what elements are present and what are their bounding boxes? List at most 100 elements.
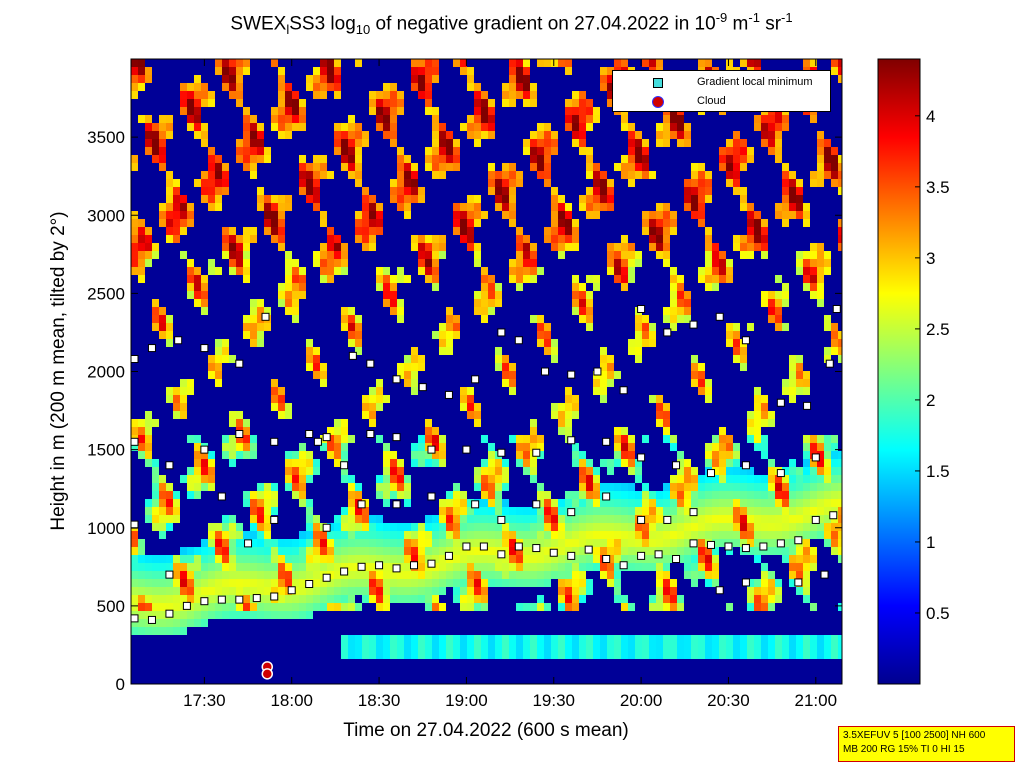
heat-cell bbox=[348, 195, 356, 204]
heat-cell bbox=[362, 531, 370, 540]
heat-cell bbox=[159, 99, 167, 108]
heat-cell bbox=[306, 603, 314, 612]
heat-cell bbox=[236, 147, 244, 156]
heat-cell bbox=[292, 299, 300, 308]
heat-cell bbox=[299, 267, 307, 276]
heat-cell bbox=[180, 571, 188, 580]
heat-cell bbox=[229, 59, 237, 68]
heat-cell bbox=[467, 651, 475, 660]
heat-cell bbox=[264, 475, 272, 484]
heat-cell bbox=[418, 659, 426, 668]
heat-cell bbox=[215, 131, 223, 140]
heat-cell bbox=[159, 611, 167, 620]
heat-cell bbox=[257, 547, 265, 556]
heat-cell bbox=[502, 195, 510, 204]
heat-cell bbox=[285, 643, 293, 652]
heat-cell bbox=[418, 547, 426, 556]
heat-cell bbox=[453, 275, 461, 284]
heat-cell bbox=[327, 131, 335, 140]
heat-cell bbox=[292, 379, 300, 388]
heat-cell bbox=[551, 355, 559, 364]
heat-cell bbox=[159, 515, 167, 524]
heat-cell bbox=[173, 659, 181, 668]
heat-cell bbox=[572, 107, 580, 116]
heat-cell bbox=[439, 451, 447, 460]
heat-cell bbox=[544, 235, 552, 244]
heat-cell bbox=[558, 451, 566, 460]
heat-cell bbox=[194, 283, 202, 292]
heat-cell bbox=[523, 475, 531, 484]
heat-cell bbox=[544, 603, 552, 612]
heat-cell bbox=[439, 467, 447, 476]
heat-cell bbox=[565, 171, 573, 180]
heat-cell bbox=[348, 163, 356, 172]
heat-cell bbox=[460, 515, 468, 524]
heat-cell bbox=[257, 499, 265, 508]
heat-cell bbox=[488, 251, 496, 260]
heat-cell bbox=[530, 259, 538, 268]
heat-cell bbox=[418, 67, 426, 76]
heat-cell bbox=[320, 411, 328, 420]
heat-cell bbox=[425, 107, 433, 116]
heat-cell bbox=[313, 651, 321, 660]
heat-cell bbox=[523, 403, 531, 412]
heat-cell bbox=[243, 291, 251, 300]
heat-cell bbox=[348, 419, 356, 428]
heat-cell bbox=[551, 59, 559, 68]
heat-cell bbox=[397, 451, 405, 460]
heat-cell bbox=[369, 227, 377, 236]
heat-cell bbox=[243, 491, 251, 500]
heat-cell bbox=[509, 363, 517, 372]
heat-cell bbox=[418, 83, 426, 92]
heat-cell bbox=[264, 507, 272, 516]
heat-cell bbox=[558, 147, 566, 156]
heat-cell bbox=[551, 667, 559, 676]
heat-cell bbox=[404, 547, 412, 556]
heat-cell bbox=[516, 675, 524, 684]
heat-cell bbox=[418, 235, 426, 244]
heat-cell bbox=[439, 283, 447, 292]
heat-cell bbox=[180, 147, 188, 156]
heat-cell bbox=[292, 531, 300, 540]
heat-cell bbox=[215, 443, 223, 452]
heat-cell bbox=[530, 275, 538, 284]
heat-cell bbox=[467, 371, 475, 380]
heat-cell bbox=[467, 219, 475, 228]
heat-cell bbox=[334, 331, 342, 340]
heat-cell bbox=[341, 251, 349, 260]
heat-cell bbox=[481, 115, 489, 124]
heat-cell bbox=[334, 307, 342, 316]
heat-cell bbox=[341, 123, 349, 132]
heat-cell bbox=[159, 523, 167, 532]
heat-cell bbox=[173, 331, 181, 340]
heat-cell bbox=[264, 283, 272, 292]
heat-cell bbox=[334, 411, 342, 420]
heat-cell bbox=[208, 91, 216, 100]
heat-cell bbox=[229, 587, 237, 596]
heat-cell bbox=[194, 403, 202, 412]
heat-cell bbox=[495, 619, 503, 628]
heat-cell bbox=[313, 531, 321, 540]
heat-cell bbox=[208, 75, 216, 84]
heat-cell bbox=[201, 211, 209, 220]
heat-cell bbox=[215, 419, 223, 428]
heat-cell bbox=[285, 75, 293, 84]
heat-cell bbox=[551, 435, 559, 444]
heat-cell bbox=[474, 123, 482, 132]
heat-cell bbox=[348, 443, 356, 452]
heat-cell bbox=[341, 139, 349, 148]
heat-cell bbox=[397, 163, 405, 172]
heat-cell bbox=[565, 67, 573, 76]
heat-cell bbox=[159, 107, 167, 116]
heat-cell bbox=[362, 99, 370, 108]
heat-cell bbox=[474, 595, 482, 604]
heat-cell bbox=[551, 539, 559, 548]
heat-cell bbox=[425, 83, 433, 92]
heat-cell bbox=[152, 579, 160, 588]
heat-cell bbox=[404, 531, 412, 540]
heat-cell bbox=[306, 307, 314, 316]
heat-cell bbox=[145, 547, 153, 556]
heat-cell bbox=[439, 563, 447, 572]
heat-cell bbox=[481, 643, 489, 652]
heat-cell bbox=[502, 411, 510, 420]
